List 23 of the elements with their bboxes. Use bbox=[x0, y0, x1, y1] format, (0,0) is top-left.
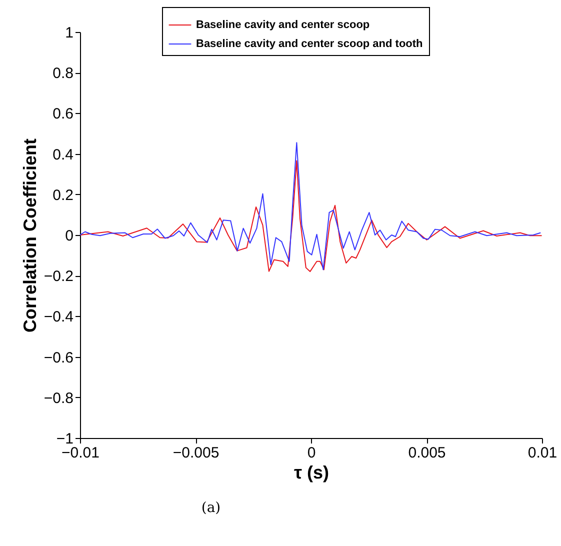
line-series bbox=[80, 142, 542, 270]
x-axis-title: τ (s) bbox=[294, 462, 330, 482]
y-tick-label: 0.8 bbox=[52, 65, 74, 82]
y-tick-label: −0.6 bbox=[44, 349, 74, 366]
x-tick-label: 0.01 bbox=[528, 444, 558, 462]
y-tick-label: −0.8 bbox=[44, 390, 74, 407]
x-tick-label: −0.005 bbox=[172, 444, 220, 462]
legend-label: Baseline cavity and center scoop bbox=[196, 19, 370, 31]
y-tick-label: −1 bbox=[56, 430, 74, 448]
x-tick-label: 0.005 bbox=[408, 444, 446, 462]
y-tick-label: 0.6 bbox=[52, 106, 74, 123]
y-tick-label: −0.4 bbox=[44, 308, 74, 326]
y-tick-label: −0.2 bbox=[44, 268, 74, 286]
y-tick-label: 1 bbox=[65, 24, 74, 42]
x-tick-label: −0.01 bbox=[62, 444, 100, 462]
y-axis-title: Correlation Coefficient bbox=[20, 138, 40, 333]
legend-label: Baseline cavity and center scoop and tooth bbox=[196, 38, 424, 50]
x-tick-label: 0 bbox=[307, 444, 316, 462]
y-tick-label: 0.2 bbox=[52, 186, 74, 204]
text: (a) bbox=[201, 500, 221, 516]
y-tick-label: 0.4 bbox=[52, 146, 74, 164]
y-tick-label: 0 bbox=[65, 228, 74, 244]
line-series bbox=[80, 160, 542, 272]
